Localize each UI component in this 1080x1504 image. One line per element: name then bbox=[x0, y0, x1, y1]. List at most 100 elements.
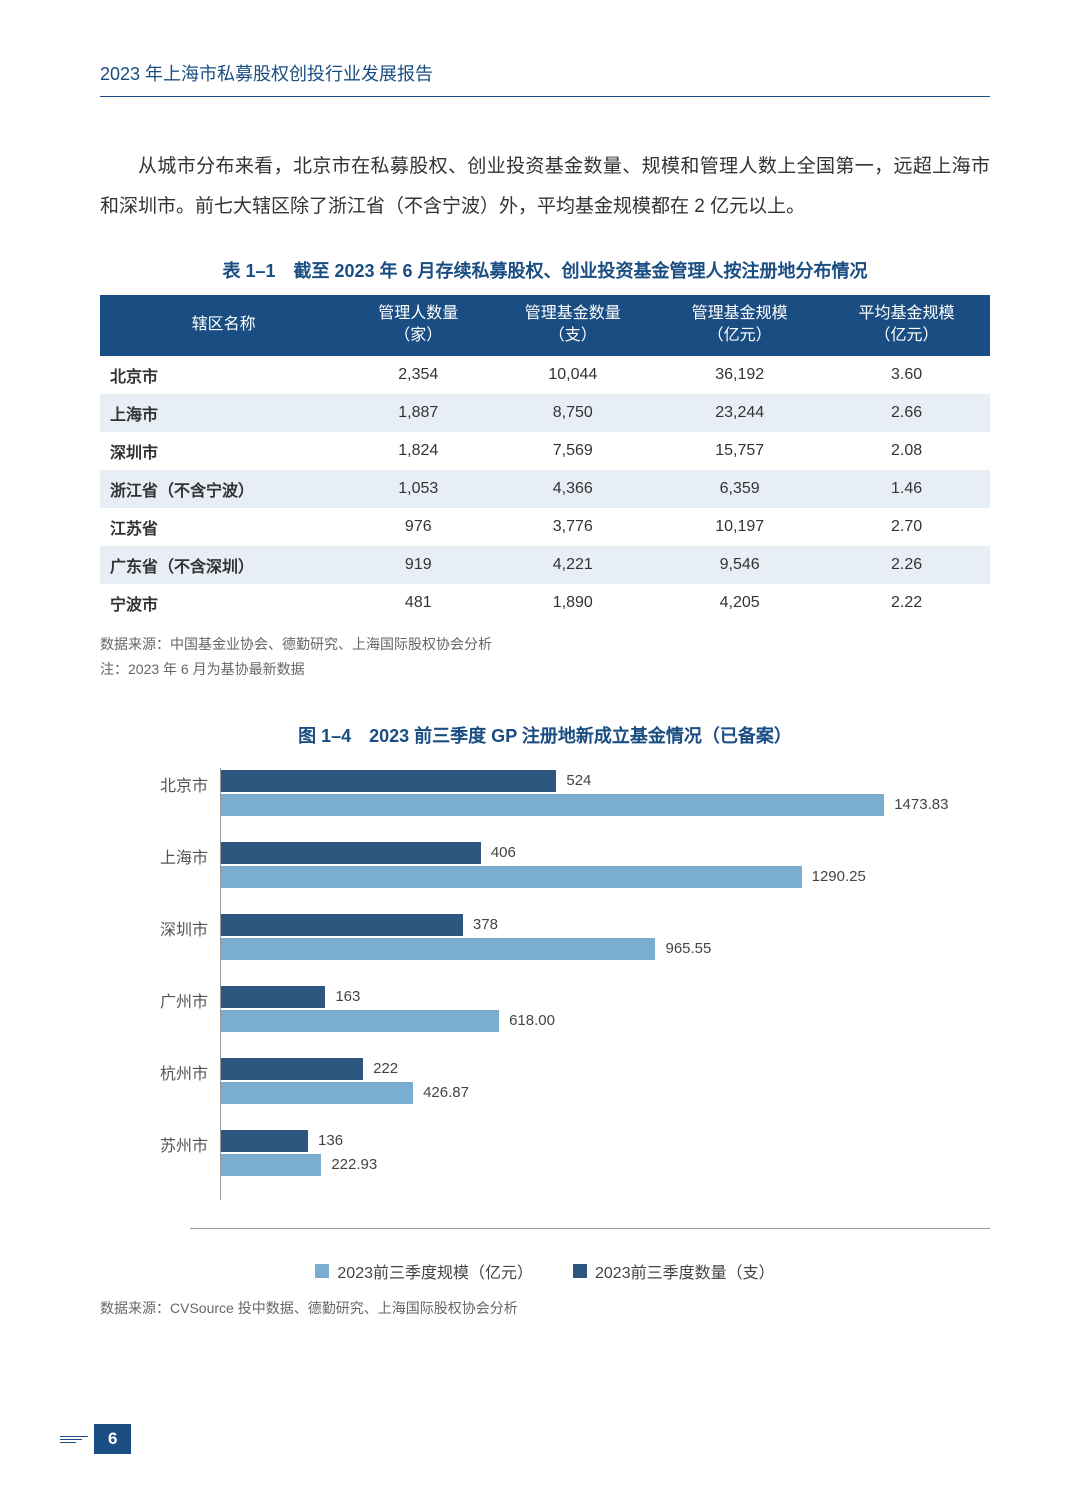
cell-value: 976 bbox=[347, 508, 489, 546]
chart-bar-group: 163 618.00 bbox=[220, 984, 980, 1056]
chart-row: 深圳市 378 965.55 bbox=[130, 912, 980, 984]
col-mgr: 管理人数量（家） bbox=[347, 295, 489, 356]
bar-count: 406 bbox=[221, 842, 980, 864]
bar-count: 163 bbox=[221, 986, 980, 1008]
cell-value: 36,192 bbox=[656, 356, 823, 394]
chart-bar-group: 524 1473.83 bbox=[220, 768, 980, 840]
bar-count-label: 378 bbox=[473, 916, 498, 933]
bar-scale-label: 222.93 bbox=[331, 1156, 377, 1173]
page-stripe-icon bbox=[60, 1436, 88, 1443]
chart-row: 上海市 406 1290.25 bbox=[130, 840, 980, 912]
cell-value: 4,366 bbox=[489, 470, 656, 508]
bar-count: 222 bbox=[221, 1058, 980, 1080]
col-funds: 管理基金数量（支） bbox=[489, 295, 656, 356]
cell-value: 2.22 bbox=[823, 584, 990, 622]
chart-bar-group: 136 222.93 bbox=[220, 1128, 980, 1200]
col-avg: 平均基金规模（亿元） bbox=[823, 295, 990, 356]
cell-value: 2.26 bbox=[823, 546, 990, 584]
cell-value: 481 bbox=[347, 584, 489, 622]
bar-count-label: 406 bbox=[491, 844, 516, 861]
cell-value: 10,044 bbox=[489, 356, 656, 394]
report-header-title: 2023 年上海市私募股权创投行业发展报告 bbox=[100, 60, 990, 97]
cell-region: 浙江省（不含宁波） bbox=[100, 470, 347, 508]
cell-value: 2,354 bbox=[347, 356, 489, 394]
table-row: 宁波市4811,8904,2052.22 bbox=[100, 584, 990, 622]
cell-value: 3,776 bbox=[489, 508, 656, 546]
chart-category-label: 广州市 bbox=[130, 984, 220, 1012]
bar-scale-label: 426.87 bbox=[423, 1084, 469, 1101]
bar-scale: 618.00 bbox=[221, 1010, 980, 1032]
cell-value: 4,221 bbox=[489, 546, 656, 584]
cell-region: 上海市 bbox=[100, 394, 347, 432]
table-row: 深圳市1,8247,56915,7572.08 bbox=[100, 432, 990, 470]
cell-region: 江苏省 bbox=[100, 508, 347, 546]
cell-value: 3.60 bbox=[823, 356, 990, 394]
chart-source: 数据来源：CVSource 投中数据、德勤研究、上海国际股权协会分析 bbox=[100, 1298, 990, 1318]
legend-label: 2023前三季度规模（亿元） bbox=[337, 1259, 533, 1283]
bar-scale-label: 965.55 bbox=[665, 940, 711, 957]
cell-value: 6,359 bbox=[656, 470, 823, 508]
chart-x-axis bbox=[190, 1228, 990, 1229]
chart-bar-group: 222 426.87 bbox=[220, 1056, 980, 1128]
chart-row: 苏州市 136 222.93 bbox=[130, 1128, 980, 1200]
col-region: 辖区名称 bbox=[100, 295, 347, 356]
bar-count: 378 bbox=[221, 914, 980, 936]
cell-value: 15,757 bbox=[656, 432, 823, 470]
table-note: 注：2023 年 6 月为基协最新数据 bbox=[100, 657, 990, 682]
page-number: 6 bbox=[94, 1424, 131, 1454]
cell-value: 2.08 bbox=[823, 432, 990, 470]
table-source: 数据来源：中国基金业协会、德勤研究、上海国际股权协会分析 bbox=[100, 632, 990, 657]
table-header: 辖区名称 管理人数量（家） 管理基金数量（支） 管理基金规模（亿元） 平均基金规… bbox=[100, 295, 990, 356]
legend-item: 2023前三季度数量（支） bbox=[573, 1259, 775, 1283]
cell-value: 8,750 bbox=[489, 394, 656, 432]
cell-region: 广东省（不含深圳） bbox=[100, 546, 347, 584]
bar-chart: 北京市524 1473.83 上海市 406 1290.25 深圳市 378 965.55 广州… bbox=[130, 768, 980, 1228]
cell-value: 10,197 bbox=[656, 508, 823, 546]
distribution-table: 辖区名称 管理人数量（家） 管理基金数量（支） 管理基金规模（亿元） 平均基金规… bbox=[100, 295, 990, 622]
cell-value: 7,569 bbox=[489, 432, 656, 470]
cell-value: 919 bbox=[347, 546, 489, 584]
table-row: 北京市2,35410,04436,1923.60 bbox=[100, 356, 990, 394]
chart-category-label: 上海市 bbox=[130, 840, 220, 868]
chart-row: 杭州市 222 426.87 bbox=[130, 1056, 980, 1128]
table-body: 北京市2,35410,04436,1923.60上海市1,8878,75023,… bbox=[100, 356, 990, 622]
chart-bar-group: 406 1290.25 bbox=[220, 840, 980, 912]
cell-value: 1.46 bbox=[823, 470, 990, 508]
cell-region: 深圳市 bbox=[100, 432, 347, 470]
chart-category-label: 深圳市 bbox=[130, 912, 220, 940]
bar-scale-label: 1473.83 bbox=[894, 796, 948, 813]
cell-value: 1,824 bbox=[347, 432, 489, 470]
cell-value: 2.66 bbox=[823, 394, 990, 432]
chart-title: 图 1–4 2023 前三季度 GP 注册地新成立基金情况（已备案） bbox=[100, 722, 990, 748]
cell-region: 宁波市 bbox=[100, 584, 347, 622]
legend-swatch-icon bbox=[573, 1264, 587, 1278]
bar-count-label: 136 bbox=[318, 1132, 343, 1149]
chart-category-label: 杭州市 bbox=[130, 1056, 220, 1084]
table-row: 上海市1,8878,75023,2442.66 bbox=[100, 394, 990, 432]
bar-scale: 965.55 bbox=[221, 938, 980, 960]
page-number-box: 6 bbox=[60, 1424, 131, 1454]
cell-value: 4,205 bbox=[656, 584, 823, 622]
bar-count: 524 bbox=[221, 770, 980, 792]
bar-count-label: 163 bbox=[335, 988, 360, 1005]
body-paragraph: 从城市分布来看，北京市在私募股权、创业投资基金数量、规模和管理人数上全国第一，远… bbox=[100, 147, 990, 227]
cell-value: 2.70 bbox=[823, 508, 990, 546]
bar-scale: 1473.83 bbox=[221, 794, 980, 816]
cell-value: 1,053 bbox=[347, 470, 489, 508]
table-row: 江苏省9763,77610,1972.70 bbox=[100, 508, 990, 546]
bar-count-label: 222 bbox=[373, 1060, 398, 1077]
chart-category-label: 北京市 bbox=[130, 768, 220, 796]
col-scale: 管理基金规模（亿元） bbox=[656, 295, 823, 356]
cell-value: 1,890 bbox=[489, 584, 656, 622]
chart-category-label: 苏州市 bbox=[130, 1128, 220, 1156]
bar-scale: 426.87 bbox=[221, 1082, 980, 1104]
table-source-note: 数据来源：中国基金业协会、德勤研究、上海国际股权协会分析 注：2023 年 6 … bbox=[100, 632, 990, 682]
bar-scale-label: 618.00 bbox=[509, 1012, 555, 1029]
table-row: 广东省（不含深圳）9194,2219,5462.26 bbox=[100, 546, 990, 584]
chart-row: 广州市 163 618.00 bbox=[130, 984, 980, 1056]
bar-scale: 222.93 bbox=[221, 1154, 980, 1176]
legend-swatch-icon bbox=[315, 1264, 329, 1278]
legend-item: 2023前三季度规模（亿元） bbox=[315, 1259, 533, 1283]
bar-scale-label: 1290.25 bbox=[812, 868, 866, 885]
bar-scale: 1290.25 bbox=[221, 866, 980, 888]
